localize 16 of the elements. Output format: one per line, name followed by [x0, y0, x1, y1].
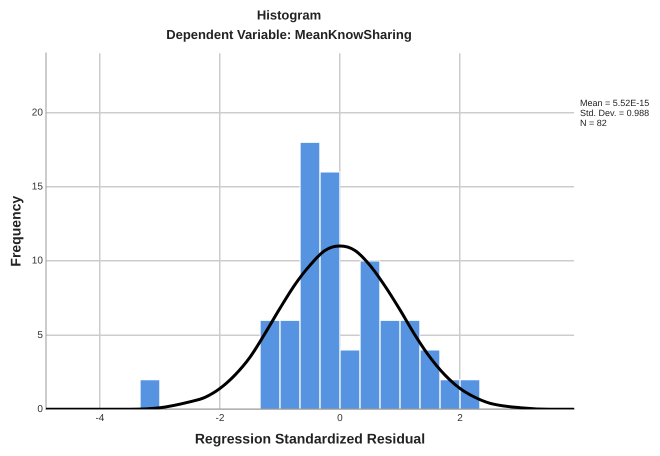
x-tick-label: -4 [95, 412, 105, 424]
x-tick-label: 2 [457, 412, 464, 424]
x-tick-label: -2 [215, 412, 225, 424]
y-tick-label: 15 [32, 181, 44, 192]
y-tick-label: 10 [32, 256, 44, 267]
y-axis-title: Frequency [7, 196, 24, 267]
chart-subtitle: Dependent Variable: MeanKnowSharing [166, 26, 412, 42]
text: Std. Dev. = 0.988 [580, 108, 650, 118]
y-tick-label: 5 [37, 330, 44, 341]
y-tick-label: 20 [32, 107, 44, 118]
x-tick-label: 0 [337, 412, 344, 424]
x-axis-title: Regression Standardized Residual [194, 430, 426, 446]
text: Mean = 5.52E-15 [580, 98, 650, 108]
text: N = 82 [580, 118, 607, 128]
chart-title: Histogram [256, 7, 322, 22]
y-tick-label: 0 [37, 404, 44, 415]
